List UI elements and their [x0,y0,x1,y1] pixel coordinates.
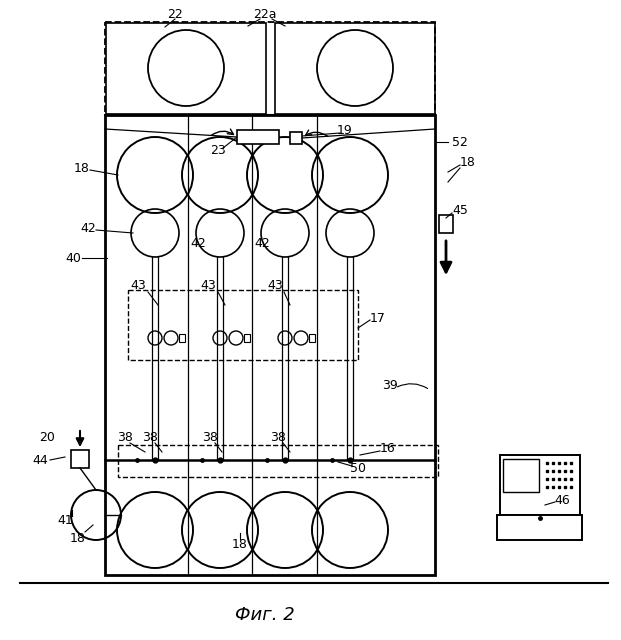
Text: 40: 40 [65,252,81,264]
Text: 38: 38 [270,431,286,444]
Text: 23: 23 [210,143,226,157]
Bar [105,22,435,115]
Text: 18: 18 [460,156,476,168]
Text: 43: 43 [267,278,283,291]
Bar [439,215,453,233]
Bar [106,23,266,114]
Text: 43: 43 [130,278,146,291]
Text: 16: 16 [380,442,396,454]
Text: 46: 46 [554,493,570,506]
Text: Фиг. 2: Фиг. 2 [235,606,295,624]
Text: 38: 38 [117,431,133,444]
Text: 42: 42 [80,221,96,234]
Text: 22a: 22a [253,8,277,20]
Text: 41: 41 [57,513,73,527]
Bar [105,115,435,575]
Bar [500,455,580,515]
Text: 42: 42 [254,237,270,250]
Text: 17: 17 [370,312,386,324]
Text: 38: 38 [142,431,158,444]
Bar [309,334,315,342]
Bar [244,334,250,342]
Text: 18: 18 [70,531,86,545]
Bar [503,459,539,492]
Bar [71,450,89,468]
Bar [275,23,435,114]
Text: 22: 22 [167,8,183,20]
Bar [128,290,358,360]
Text: 18: 18 [74,161,90,175]
Text: 19: 19 [337,124,353,136]
Text: 52: 52 [452,136,468,148]
Bar [118,445,438,477]
Bar [290,132,302,144]
Text: 38: 38 [202,431,218,444]
Text: 50: 50 [350,461,366,474]
Text: 39: 39 [382,378,398,392]
Text: 43: 43 [200,278,216,291]
Text: 44: 44 [32,454,48,467]
Bar [179,334,185,342]
Bar [237,130,279,144]
Text: 18: 18 [232,538,248,552]
Text: 42: 42 [190,237,206,250]
Text: 20: 20 [39,431,55,444]
Text: 45: 45 [452,204,468,216]
Bar [497,515,582,540]
